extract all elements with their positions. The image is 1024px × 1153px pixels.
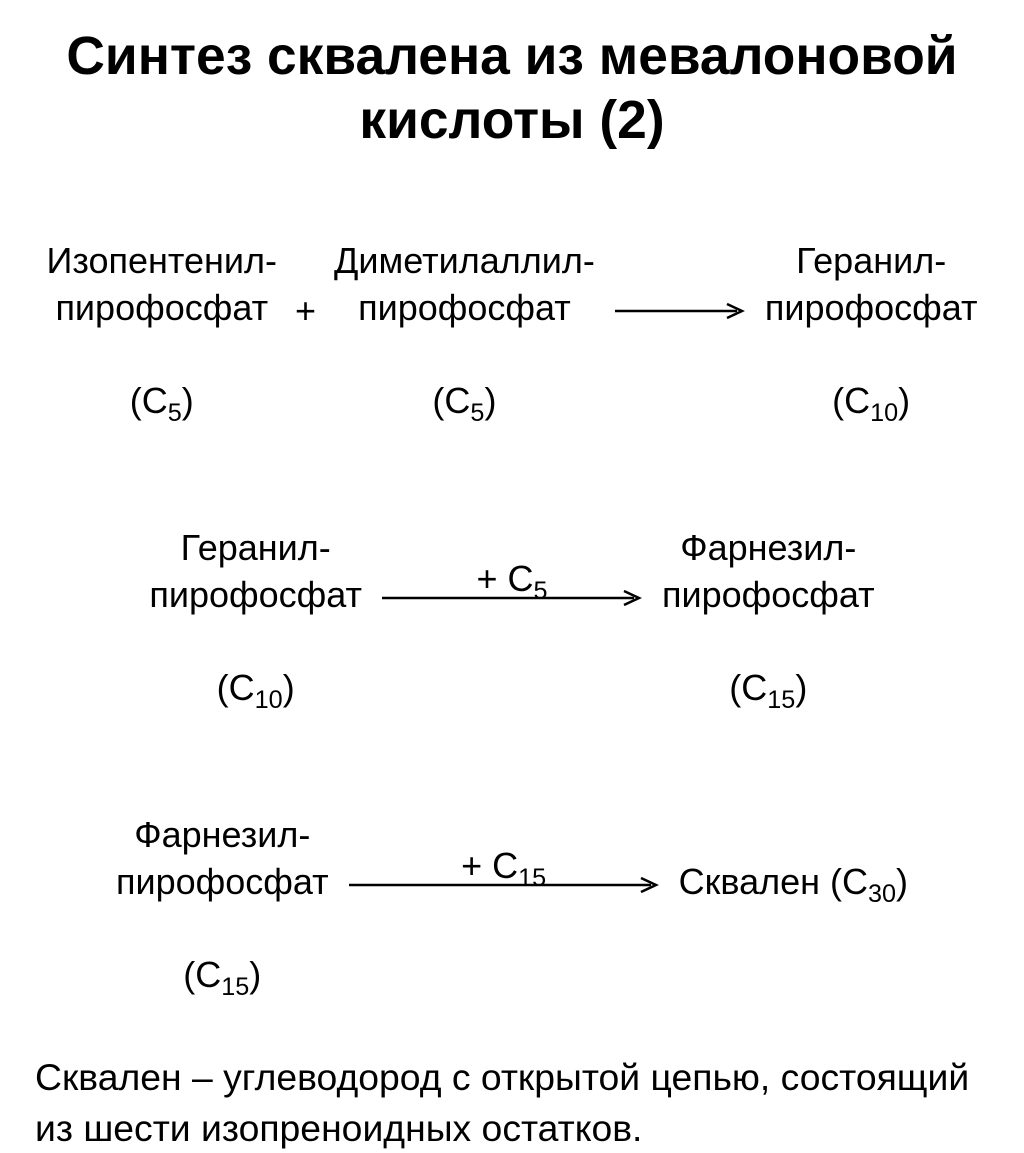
arrow-label-c15: + C15 <box>461 845 546 893</box>
compound-squalene: Сквален (C30) <box>679 859 908 911</box>
carbon-label: (C5) <box>130 380 194 421</box>
compound-name: Геранил- пирофосфат <box>765 240 978 328</box>
arrow-label-c5: + C5 <box>476 558 547 606</box>
compound-dimethylallyl: Диметилаллил- пирофосфат (C5) <box>334 191 595 430</box>
arrow-2: + C5 <box>382 588 642 608</box>
compound-name: Геранил- пирофосфат <box>149 527 362 615</box>
plus-sign: + <box>295 290 316 332</box>
page-title: Синтез сквалена из мевалоновой кислоты (… <box>35 25 989 153</box>
carbon-label: (C15) <box>183 954 261 995</box>
compound-farnesyl-2: Фарнезил- пирофосфат (C15) <box>116 765 329 1004</box>
compound-geranyl-2: Геранил- пирофосфат (C10) <box>149 478 362 717</box>
compound-farnesyl-1: Фарнезил- пирофосфат (C15) <box>662 478 875 717</box>
reaction-row-3: Фарнезил- пирофосфат (C15) + C15 Сквален… <box>45 765 979 1004</box>
carbon-label: (C10) <box>832 380 910 421</box>
reaction-row-1: Изопентенил- пирофосфат (C5) + Диметилал… <box>45 191 979 430</box>
carbon-label: (C15) <box>729 667 807 708</box>
footnote-text: Сквален – углеводород с открытой цепью, … <box>35 1052 989 1153</box>
reaction-row-2: Геранил- пирофосфат (C10) + C5 Фарнезил-… <box>45 478 979 717</box>
reactions-container: Изопентенил- пирофосфат (C5) + Диметилал… <box>35 191 989 1004</box>
compound-name: Фарнезил- пирофосфат <box>662 527 875 615</box>
compound-name: Диметилаллил- пирофосфат <box>334 240 595 328</box>
carbon-label: (C5) <box>432 380 496 421</box>
compound-geranyl-1: Геранил- пирофосфат (C10) <box>765 191 978 430</box>
compound-isopentenyl: Изопентенил- пирофосфат (C5) <box>47 191 277 430</box>
arrow-1 <box>615 301 745 321</box>
arrow-3: + C15 <box>349 875 659 895</box>
arrow-icon <box>615 301 745 321</box>
compound-name: Фарнезил- пирофосфат <box>116 814 329 902</box>
carbon-label: (C10) <box>217 667 295 708</box>
compound-name: Изопентенил- пирофосфат <box>47 240 277 328</box>
